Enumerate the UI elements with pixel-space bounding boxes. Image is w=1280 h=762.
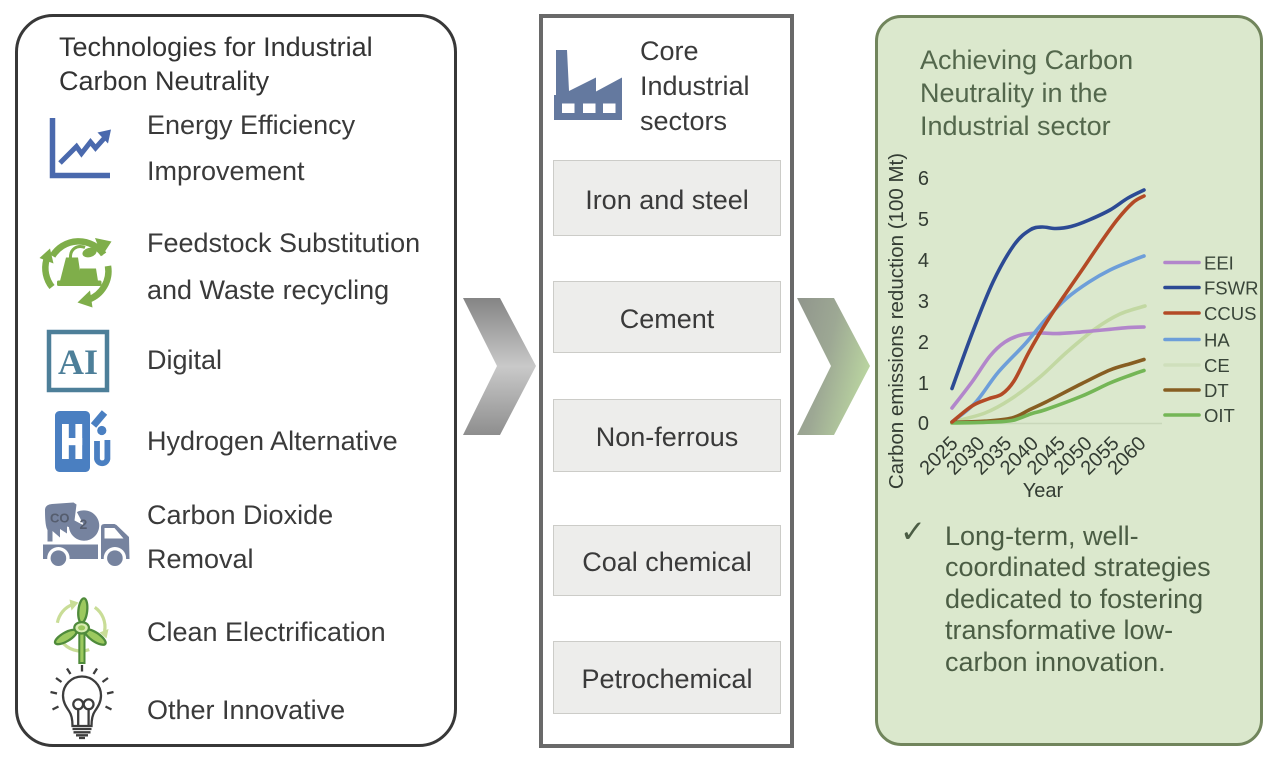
svg-text:2: 2: [80, 516, 88, 532]
svg-text:CE: CE: [1204, 355, 1230, 376]
svg-text:3: 3: [918, 291, 929, 313]
svg-text:OIT: OIT: [1204, 405, 1235, 426]
svg-text:2: 2: [918, 332, 929, 354]
svg-text:4: 4: [918, 250, 929, 272]
svg-text:FSWR: FSWR: [1204, 278, 1258, 299]
svg-text:1: 1: [918, 373, 929, 395]
svg-text:HA: HA: [1204, 330, 1230, 351]
svg-text:CCUS: CCUS: [1204, 303, 1256, 324]
svg-text:Year: Year: [1023, 480, 1064, 502]
svg-text:AI: AI: [58, 342, 98, 382]
svg-text:0: 0: [918, 413, 929, 435]
svg-text:CO: CO: [50, 511, 70, 526]
svg-text:DT: DT: [1204, 380, 1229, 401]
svg-text:6: 6: [918, 168, 929, 190]
svg-text:Carbon emissions reduction (10: Carbon emissions reduction (100 Mt): [885, 153, 908, 489]
svg-text:EEI: EEI: [1204, 253, 1234, 274]
svg-text:5: 5: [918, 209, 929, 231]
